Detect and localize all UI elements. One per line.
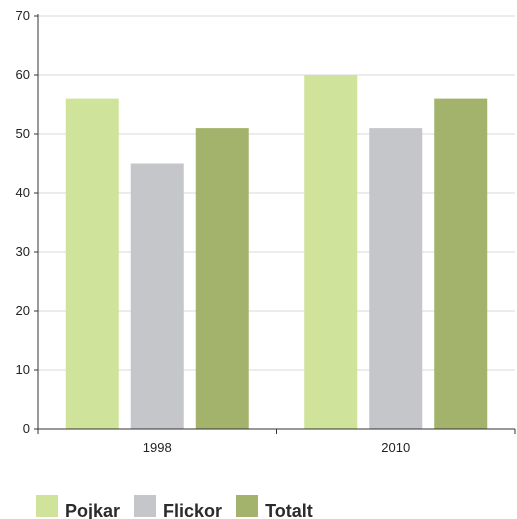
y-tick-label: 30 — [16, 244, 30, 259]
y-tick-label: 10 — [16, 362, 30, 377]
legend-swatch-totalt — [236, 495, 259, 517]
legend-item-totalt: Totalt — [236, 495, 313, 519]
legend-item-pojkar: Pojkar — [36, 495, 121, 519]
x-category-label: 2010 — [381, 440, 410, 455]
y-tick-label: 50 — [16, 126, 30, 141]
legend-label-totalt: Totalt — [265, 500, 313, 519]
bar-pojkar-2010 — [304, 75, 358, 429]
y-tick-label: 60 — [16, 67, 30, 82]
y-tick-label: 40 — [16, 185, 30, 200]
bar-flickor-2010 — [369, 128, 423, 429]
x-category-label: 1998 — [143, 440, 172, 455]
x-axis-labels: 1998 2010 — [143, 440, 410, 455]
legend-label-pojkar: Pojkar — [65, 500, 121, 519]
y-tick-label: 70 — [16, 8, 30, 23]
bar-chart: 0 10 20 30 40 50 60 70 1998 2010 — [16, 8, 516, 455]
chart-legend: Pojkar Flickor Totalt — [36, 494, 327, 519]
bar-flickor-1998 — [130, 163, 184, 429]
y-axis-ticks: 0 10 20 30 40 50 60 70 — [16, 8, 38, 436]
legend-swatch-pojkar — [36, 495, 58, 517]
bar-pojkar-1998 — [65, 98, 119, 429]
axes — [37, 14, 516, 434]
y-tick-label: 0 — [23, 421, 30, 436]
legend-item-flickor: Flickor — [134, 495, 223, 519]
bar-totalt-1998 — [195, 128, 249, 429]
y-tick-label: 20 — [16, 303, 30, 318]
legend-label-flickor: Flickor — [163, 500, 223, 519]
legend-swatch-flickor — [134, 495, 157, 517]
bars — [65, 75, 488, 429]
bar-totalt-2010 — [434, 98, 488, 429]
